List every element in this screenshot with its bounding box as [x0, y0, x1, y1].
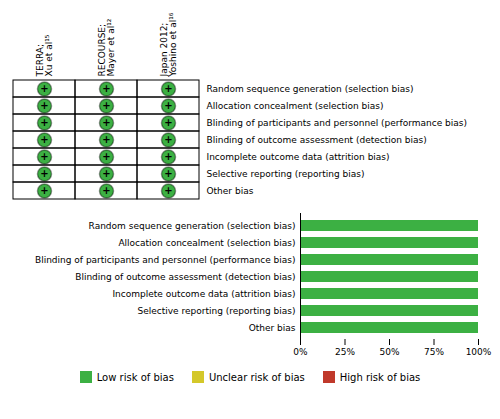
svg-text:Random sequence generation (se: Random sequence generation (selection bi… [207, 84, 414, 94]
svg-text:+: + [164, 100, 172, 111]
svg-text:Blinding of participants and p: Blinding of participants and personnel (… [35, 255, 296, 265]
svg-text:+: + [102, 100, 110, 111]
svg-text:+: + [102, 117, 110, 128]
svg-text:Japan 2012;Yoshino et al¹⁶: Japan 2012;Yoshino et al¹⁶ [159, 12, 178, 77]
svg-text:+: + [164, 134, 172, 145]
svg-text:+: + [164, 168, 172, 179]
svg-text:+: + [40, 168, 48, 179]
svg-text:+: + [102, 151, 110, 162]
svg-text:0%: 0% [293, 347, 308, 357]
svg-text:RECOURSE;Mayer et al¹²: RECOURSE;Mayer et al¹² [97, 18, 116, 76]
svg-text:Blinding of participants and p: Blinding of participants and personnel (… [207, 118, 468, 128]
svg-text:+: + [164, 117, 172, 128]
svg-text:100%: 100% [466, 347, 492, 357]
svg-text:50%: 50% [379, 347, 399, 357]
svg-text:Selective reporting (reporting: Selective reporting (reporting bias) [207, 169, 365, 179]
svg-text:Incomplete outcome data (attri: Incomplete outcome data (attrition bias) [207, 152, 390, 162]
svg-text:Other bias: Other bias [249, 323, 296, 333]
svg-text:+: + [40, 100, 48, 111]
html-text:Low risk of bias: Low risk of bias [96, 371, 174, 383]
svg-text:+: + [102, 134, 110, 145]
svg-text:Allocation concealment (select: Allocation concealment (selection bias) [118, 238, 295, 248]
svg-text:+: + [40, 83, 48, 94]
svg-text:+: + [40, 185, 48, 196]
svg-text:75%: 75% [424, 347, 444, 357]
svg-text:Selective reporting (reporting: Selective reporting (reporting bias) [138, 306, 296, 316]
html-text:High risk of bias: High risk of bias [339, 371, 421, 383]
svg-text:+: + [102, 168, 110, 179]
svg-text:Random sequence generation (se: Random sequence generation (selection bi… [89, 221, 296, 231]
svg-text:+: + [40, 151, 48, 162]
svg-text:TERRA;Xu et al¹⁵: TERRA;Xu et al¹⁵ [35, 34, 54, 77]
svg-text:+: + [40, 117, 48, 128]
svg-text:+: + [102, 83, 110, 94]
svg-text:Blinding of outcome assessment: Blinding of outcome assessment (detectio… [207, 135, 427, 145]
svg-text:+: + [164, 83, 172, 94]
html-text:Unclear risk of bias: Unclear risk of bias [208, 371, 305, 383]
svg-text:+: + [40, 134, 48, 145]
svg-text:Allocation concealment (select: Allocation concealment (selection bias) [207, 101, 384, 111]
svg-text:25%: 25% [335, 347, 355, 357]
svg-text:+: + [164, 151, 172, 162]
svg-text:+: + [102, 185, 110, 196]
svg-text:Other bias: Other bias [207, 186, 254, 196]
svg-text:Blinding of outcome assessment: Blinding of outcome assessment (detectio… [75, 272, 295, 282]
svg-text:+: + [164, 185, 172, 196]
svg-text:Incomplete outcome data (attri: Incomplete outcome data (attrition bias) [112, 289, 295, 299]
